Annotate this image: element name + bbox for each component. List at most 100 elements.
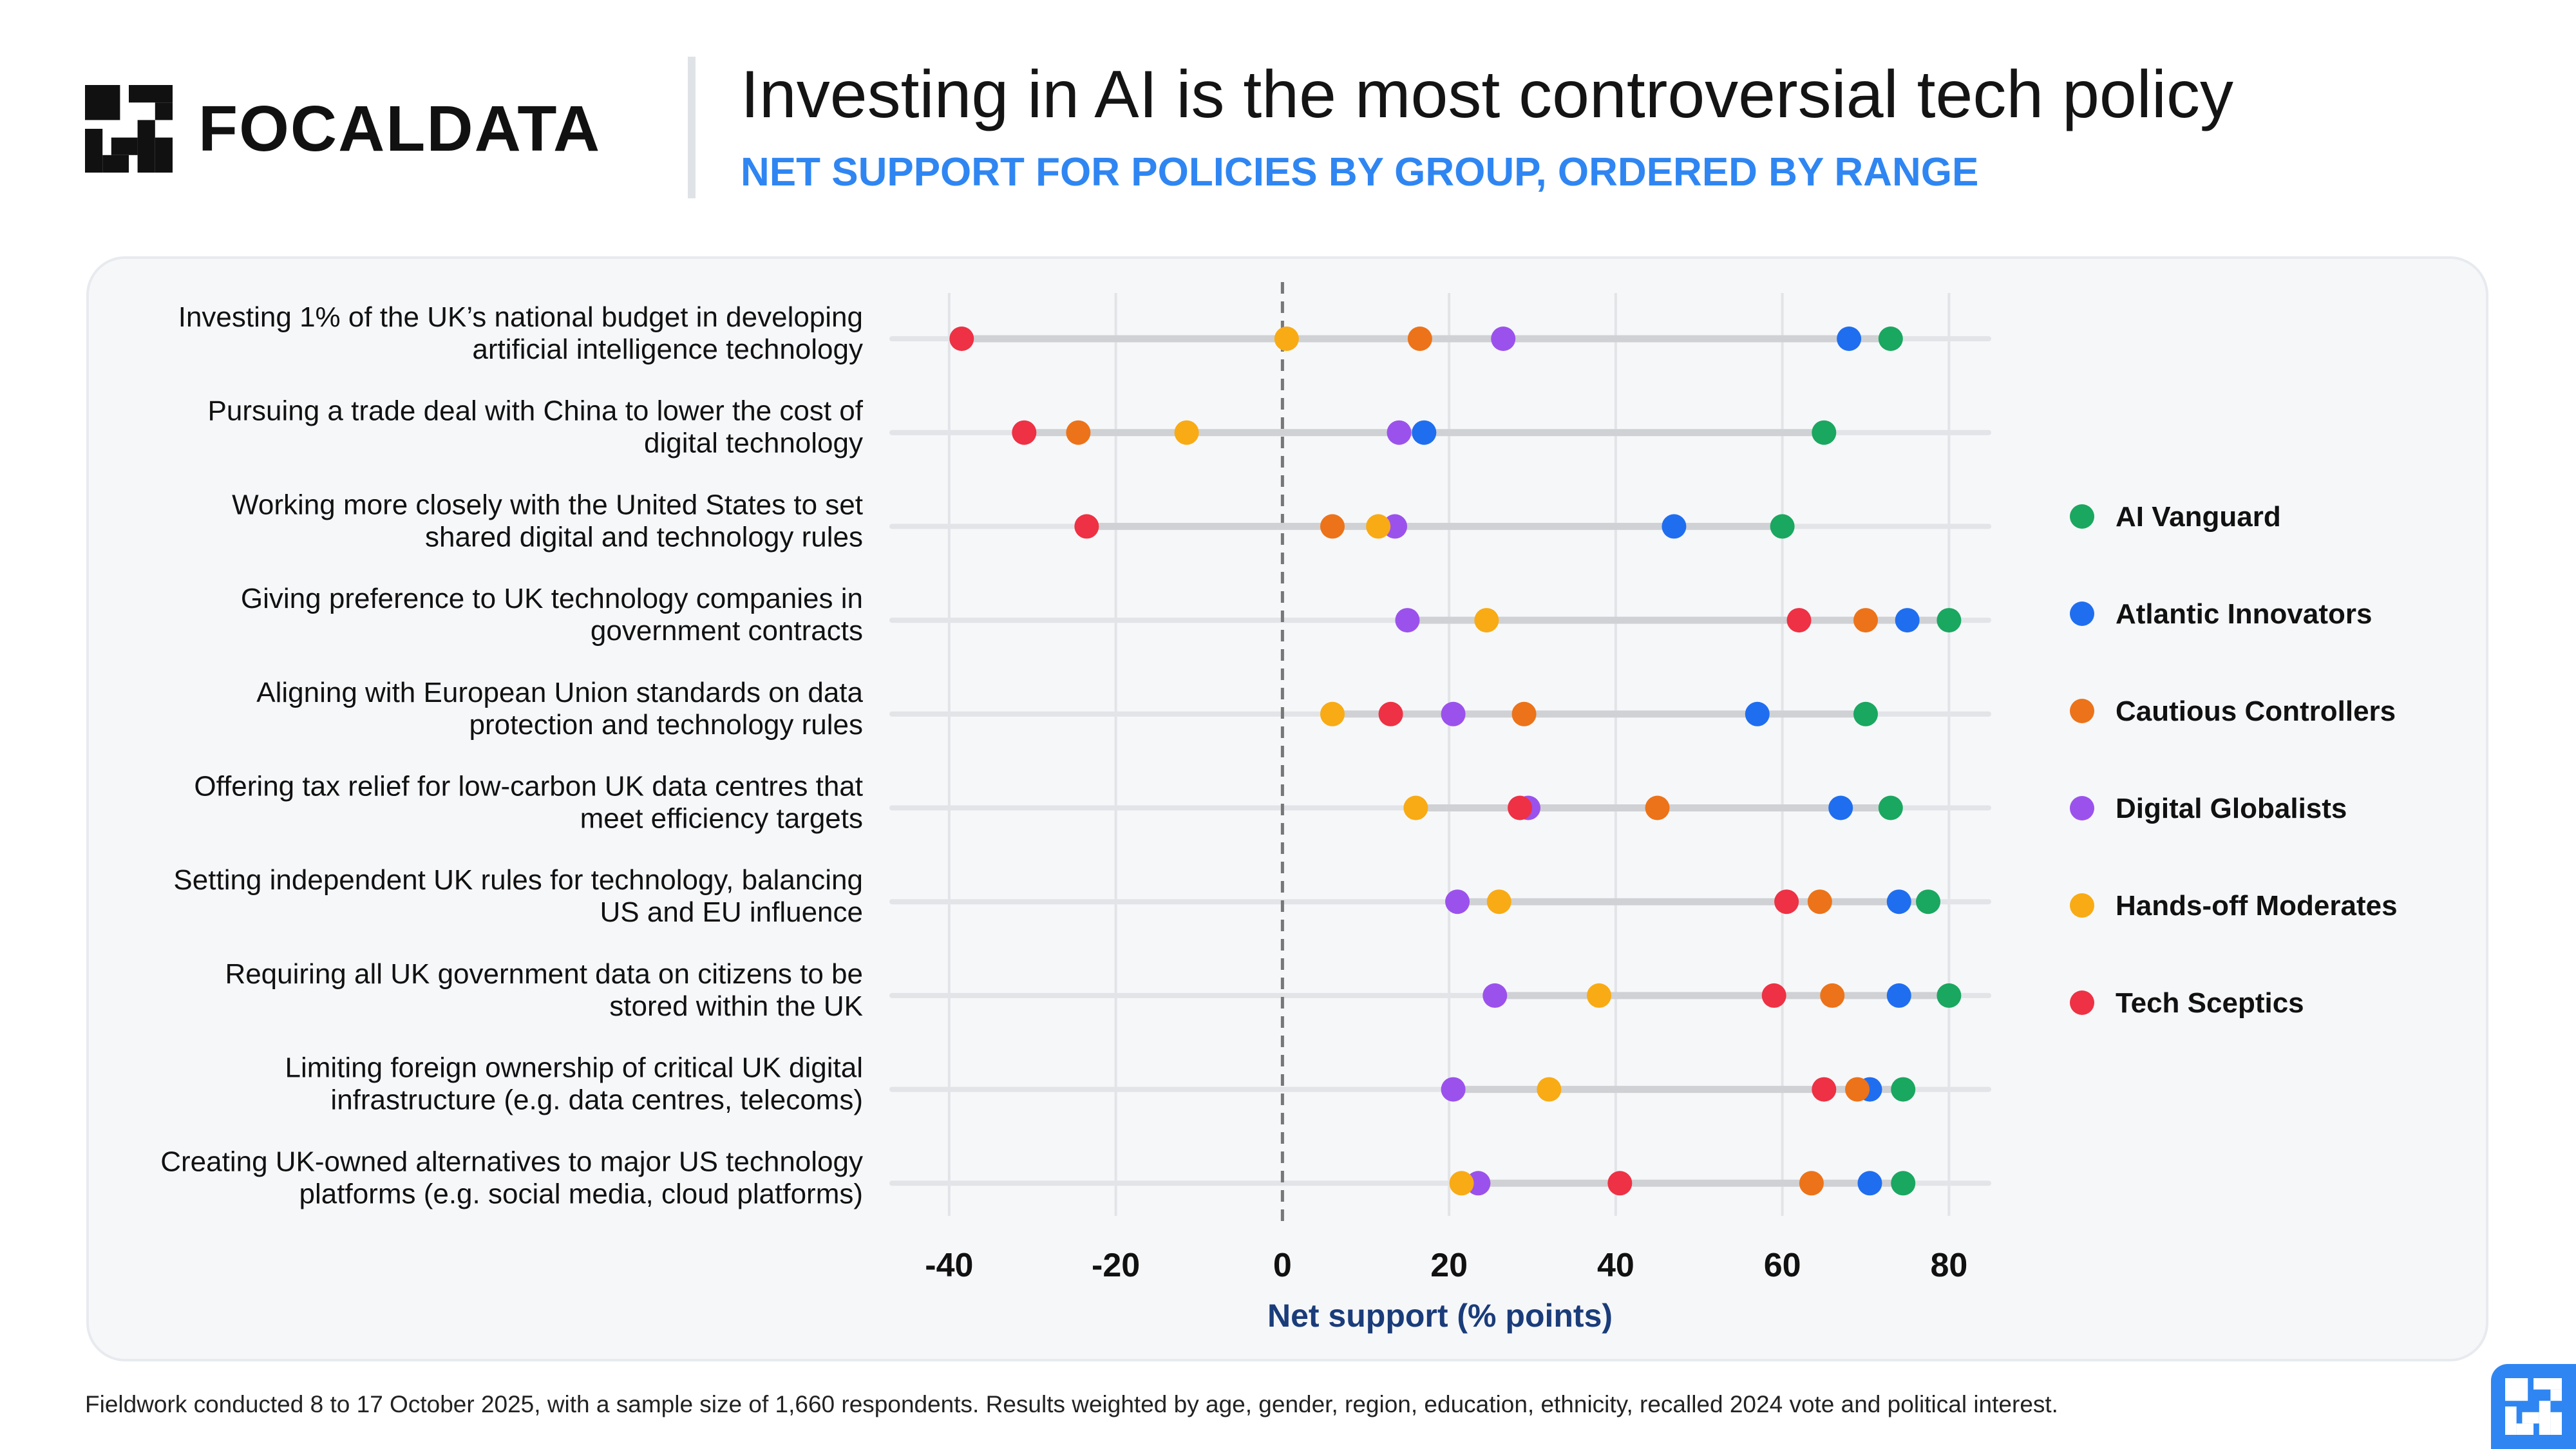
dot-tech-sceptics [1378, 701, 1403, 726]
dot-hands-off-moderates [1449, 1171, 1474, 1196]
category-label: shared digital and technology rules [425, 521, 863, 553]
dot-cautious-controllers [1645, 795, 1670, 820]
legend-swatch-hands-off-moderates [2070, 893, 2094, 918]
dot-hands-off-moderates [1587, 983, 1611, 1008]
legend-label-digital-globalists: Digital Globalists [2116, 793, 2347, 824]
brand: FOCALDATA [85, 85, 601, 173]
dot-cautious-controllers [1320, 514, 1345, 539]
legend-label-atlantic-innovators: Atlantic Innovators [2116, 598, 2372, 630]
category-label: US and EU influence [600, 896, 863, 928]
category-label: digital technology [644, 428, 863, 459]
page-title: Investing in AI is the most controversia… [741, 57, 2233, 132]
header-divider [688, 57, 696, 198]
dot-ai-vanguard [1937, 983, 1962, 1008]
category-label: artificial intelligence technology [472, 334, 863, 365]
legend-swatch-cautious-controllers [2070, 699, 2094, 723]
category-label: Pursuing a trade deal with China to lowe… [208, 395, 864, 427]
dot-cautious-controllers [1407, 327, 1432, 351]
category-label: Investing 1% of the UK’s national budget… [178, 301, 863, 333]
category-label: stored within the UK [609, 990, 863, 1022]
dot-ai-vanguard [1891, 1077, 1916, 1102]
dot-cautious-controllers [1799, 1171, 1824, 1196]
x-tick-label: 0 [1273, 1247, 1292, 1284]
dot-tech-sceptics [1786, 608, 1812, 633]
x-axis-label: Net support (% points) [1267, 1298, 1613, 1334]
range-lines-layer [961, 335, 1949, 1187]
dot-hands-off-moderates [1474, 608, 1499, 633]
dot-tech-sceptics [1607, 1171, 1633, 1196]
dot-atlantic-innovators [1662, 514, 1687, 539]
dot-digital-globalists [1445, 889, 1470, 914]
dot-hands-off-moderates [1403, 795, 1428, 820]
legend-label-hands-off-moderates: Hands-off Moderates [2116, 890, 2398, 922]
dot-digital-globalists [1491, 327, 1516, 351]
category-label: Setting independent UK rules for technol… [173, 864, 863, 896]
dot-hands-off-moderates [1174, 420, 1199, 445]
dot-digital-globalists [1395, 608, 1420, 633]
x-tick-label: 20 [1430, 1247, 1468, 1284]
category-label: Requiring all UK government data on citi… [225, 958, 863, 990]
x-tick-label: 80 [1930, 1247, 1967, 1284]
legend-swatch-digital-globalists [2070, 796, 2094, 820]
x-tick-label: 60 [1764, 1247, 1801, 1284]
dot-digital-globalists [1387, 420, 1412, 445]
dot-ai-vanguard [1916, 889, 1941, 914]
dot-ai-vanguard [1891, 1171, 1916, 1196]
dot-ai-vanguard [1937, 608, 1962, 633]
dot-ai-vanguard [1853, 701, 1878, 726]
dot-tech-sceptics [1812, 1077, 1837, 1102]
page-subtitle: NET SUPPORT FOR POLICIES BY GROUP, ORDER… [741, 150, 1979, 194]
dot-digital-globalists [1441, 1077, 1466, 1102]
dot-hands-off-moderates [1486, 889, 1511, 914]
category-label: protection and technology rules [469, 709, 863, 741]
x-tick-label: -20 [1092, 1247, 1140, 1284]
dot-tech-sceptics [1508, 795, 1533, 820]
category-label: platforms (e.g. social media, cloud plat… [299, 1178, 863, 1209]
dot-hands-off-moderates [1274, 327, 1299, 351]
dot-tech-sceptics [1012, 420, 1037, 445]
brand-name: FOCALDATA [198, 92, 601, 165]
legend: AI Vanguard Atlantic Innovators Cautious C… [2070, 501, 2398, 1019]
dot-hands-off-moderates [1366, 514, 1391, 539]
dot-hands-off-moderates [1320, 701, 1345, 726]
dot-cautious-controllers [1511, 701, 1537, 726]
category-label: Giving preference to UK technology compa… [241, 583, 863, 614]
dot-tech-sceptics [1774, 889, 1799, 914]
dot-atlantic-innovators [1412, 420, 1437, 445]
x-tick-label: -40 [925, 1247, 973, 1284]
dot-atlantic-innovators [1895, 608, 1920, 633]
dot-tech-sceptics [1761, 983, 1786, 1008]
dot-tech-sceptics [949, 327, 974, 351]
category-label: Offering tax relief for low-carbon UK da… [194, 771, 863, 802]
category-label: Limiting foreign ownership of critical U… [285, 1052, 863, 1084]
dot-atlantic-innovators [1886, 889, 1911, 914]
dot-ai-vanguard [1812, 420, 1837, 445]
focaldata-corner-icon [2505, 1378, 2562, 1435]
dot-cautious-controllers [1066, 420, 1091, 445]
dot-atlantic-innovators [1745, 701, 1770, 726]
corner-logo[interactable] [2491, 1364, 2576, 1449]
dot-cautious-controllers [1807, 889, 1832, 914]
dot-ai-vanguard [1770, 514, 1795, 539]
legend-label-ai-vanguard: AI Vanguard [2116, 501, 2281, 533]
dot-cautious-controllers [1853, 608, 1878, 633]
category-label: Aligning with European Union standards o… [256, 677, 863, 708]
footnote: Fieldwork conducted 8 to 17 October 2025… [85, 1391, 2058, 1417]
dot-ai-vanguard [1878, 795, 1903, 820]
legend-label-cautious-controllers: Cautious Controllers [2116, 696, 2396, 727]
dot-digital-globalists [1482, 983, 1508, 1008]
category-label: Creating UK-owned alternatives to major … [160, 1146, 863, 1177]
dot-atlantic-innovators [1857, 1171, 1882, 1196]
category-label: infrastructure (e.g. data centres, telec… [330, 1084, 863, 1116]
dot-hands-off-moderates [1537, 1077, 1562, 1102]
category-labels-layer: Investing 1% of the UK’s national budget… [160, 301, 864, 1209]
legend-swatch-tech-sceptics [2070, 990, 2094, 1015]
category-label: government contracts [591, 615, 863, 647]
dot-ai-vanguard [1878, 327, 1903, 351]
legend-label-tech-sceptics: Tech Sceptics [2116, 987, 2304, 1019]
dot-atlantic-innovators [1828, 795, 1853, 820]
dot-atlantic-innovators [1886, 983, 1911, 1008]
legend-swatch-atlantic-innovators [2070, 601, 2094, 626]
dot-tech-sceptics [1074, 514, 1099, 539]
